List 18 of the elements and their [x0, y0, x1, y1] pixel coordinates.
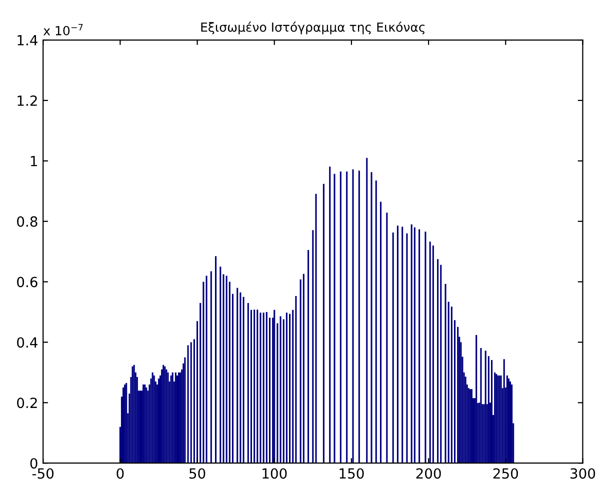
y-tick-label: 1.2: [18, 95, 37, 106]
x-tick-label: 50: [190, 468, 206, 479]
x-tick-label: 300: [570, 468, 596, 479]
x-tick-label: 0: [116, 468, 124, 479]
y-tick-label: 0.6: [17, 276, 38, 288]
y-tick-label: 0.2: [17, 398, 37, 408]
x-tick-label: -50: [32, 468, 54, 479]
x-tick-label: 100: [262, 468, 287, 479]
x-tick-label: 200: [416, 468, 441, 479]
y-tick-label: 1: [30, 156, 37, 166]
y-tick-label: 0.8: [17, 216, 38, 227]
y-tick-label: 0: [30, 458, 38, 469]
text: x 10$^{−7}$: [43, 24, 83, 36]
chart-title: Εξισωμένο Ιστόγραμμα της Εικόνας: [201, 22, 425, 34]
x-tick-label: 250: [493, 468, 518, 479]
x-tick-label: 150: [340, 468, 364, 479]
y-tick-label: 1.4: [18, 35, 38, 46]
y-tick-label: 0.4: [17, 337, 38, 348]
